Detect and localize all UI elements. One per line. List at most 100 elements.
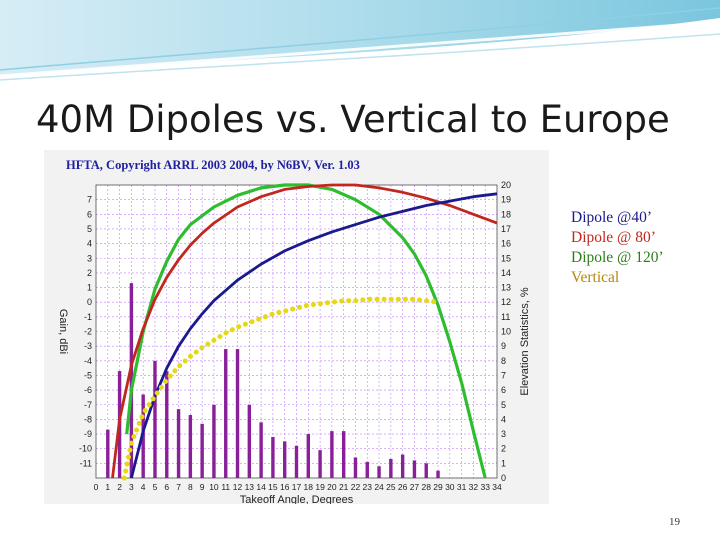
y2-tick-label: 1: [501, 458, 506, 468]
y-tick-label: 4: [87, 239, 92, 249]
x-tick-label: 21: [339, 482, 349, 492]
y2-tick-label: 15: [501, 253, 511, 263]
y-tick-label: 6: [87, 209, 92, 219]
x-tick-label: 8: [188, 482, 193, 492]
chart-title: HFTA, Copyright ARRL 2003 2004, by N6BV,…: [66, 158, 360, 172]
y2-tick-label: 7: [501, 370, 506, 380]
x-tick-label: 25: [386, 482, 396, 492]
stats-bar: [306, 434, 310, 478]
legend-item-dipole120: Dipole @ 120’: [571, 249, 664, 266]
stats-bar: [389, 458, 393, 478]
stats-bar: [436, 470, 440, 478]
y2-tick-label: 11: [501, 312, 510, 322]
stats-bar: [235, 349, 240, 478]
x-tick-label: 15: [268, 482, 278, 492]
y-tick-label: 5: [87, 224, 92, 234]
stats-bar: [377, 466, 381, 478]
stats-bar: [283, 441, 287, 478]
x-tick-label: 26: [398, 482, 408, 492]
x-tick-label: 1: [105, 482, 110, 492]
y2-tick-label: 4: [501, 414, 506, 424]
y2-tick-label: 10: [501, 327, 511, 337]
x-tick-label: 20: [327, 482, 337, 492]
x-tick-label: 4: [141, 482, 146, 492]
y-tick-label: -9: [84, 429, 92, 439]
y2-tick-label: 12: [501, 297, 511, 307]
stats-bar: [188, 415, 193, 478]
stats-bar: [212, 404, 216, 478]
x-tick-label: 6: [164, 482, 169, 492]
stats-bar: [176, 409, 181, 478]
y2-tick-label: 13: [501, 283, 511, 293]
stats-bar: [318, 450, 322, 478]
y-tick-label: -10: [79, 444, 92, 454]
x-tick-label: 10: [209, 482, 219, 492]
y-tick-label: 1: [87, 283, 92, 293]
x-tick-label: 31: [457, 482, 467, 492]
legend: Dipole @40’ Dipole @ 80’ Dipole @ 120’ V…: [571, 208, 664, 288]
legend-item-vertical: Vertical: [571, 269, 620, 286]
y-tick-label: 0: [87, 297, 92, 307]
y2-tick-label: 19: [501, 195, 511, 205]
x-tick-label: 5: [153, 482, 158, 492]
y2-tick-label: 6: [501, 385, 506, 395]
stats-bar: [341, 431, 346, 478]
y2-tick-label: 9: [501, 341, 506, 351]
y2-tick-label: 3: [501, 429, 506, 439]
x-tick-label: 0: [94, 482, 99, 492]
x-tick-label: 18: [304, 482, 314, 492]
x-tick-label: 2: [117, 482, 122, 492]
stats-bar: [247, 404, 252, 478]
series-line-dipole40: [130, 192, 498, 479]
y-tick-label: 7: [87, 195, 92, 205]
series-line-dipole80: [111, 183, 498, 479]
stats-bar: [412, 460, 417, 478]
y-tick-label: -11: [80, 458, 92, 468]
y2-axis-label: Elevation Statistics, %: [519, 287, 531, 395]
x-tick-label: 33: [480, 482, 490, 492]
page-number: 19: [669, 516, 680, 528]
y-tick-label: -7: [84, 400, 92, 410]
stats-bar: [294, 445, 299, 478]
x-tick-label: 17: [292, 482, 302, 492]
series-line-vertical: [121, 296, 441, 481]
stats-bar: [271, 436, 275, 478]
y-tick-label: -3: [84, 341, 92, 351]
x-tick-label: 27: [410, 482, 420, 492]
x-tick-label: 34: [492, 482, 502, 492]
stats-bar: [129, 283, 134, 478]
x-tick-label: 13: [245, 482, 255, 492]
x-tick-label: 3: [129, 482, 134, 492]
y2-tick-label: 17: [501, 224, 511, 234]
y2-tick-label: 20: [501, 180, 511, 190]
x-tick-label: 29: [433, 482, 443, 492]
stats-bar: [424, 463, 428, 478]
y2-tick-label: 0: [501, 473, 506, 483]
y-tick-label: -8: [84, 414, 92, 424]
y2-tick-label: 14: [501, 268, 511, 278]
y-tick-label: -1: [84, 312, 92, 322]
x-tick-label: 30: [445, 482, 455, 492]
x-tick-label: 28: [422, 482, 432, 492]
stats-bar: [330, 431, 334, 478]
y2-tick-label: 18: [501, 209, 511, 219]
x-tick-label: 32: [469, 482, 479, 492]
stats-bar: [224, 349, 228, 478]
x-tick-label: 22: [351, 482, 361, 492]
stats-bar: [153, 360, 157, 478]
y-tick-label: 2: [87, 268, 92, 278]
x-tick-label: 16: [280, 482, 290, 492]
slide-header-decoration: [0, 0, 720, 81]
x-tick-label: 19: [315, 482, 325, 492]
x-tick-label: 11: [221, 482, 230, 492]
x-tick-label: 14: [256, 482, 266, 492]
stats-bar: [259, 422, 263, 478]
stats-bar: [165, 371, 169, 478]
x-tick-label: 23: [363, 482, 373, 492]
stats-bar: [353, 457, 358, 478]
legend-item-dipole40: Dipole @40’: [571, 209, 652, 226]
x-tick-label: 12: [233, 482, 243, 492]
y-tick-label: 3: [87, 253, 92, 263]
x-tick-label: 9: [200, 482, 205, 492]
y-tick-label: -4: [84, 356, 92, 366]
